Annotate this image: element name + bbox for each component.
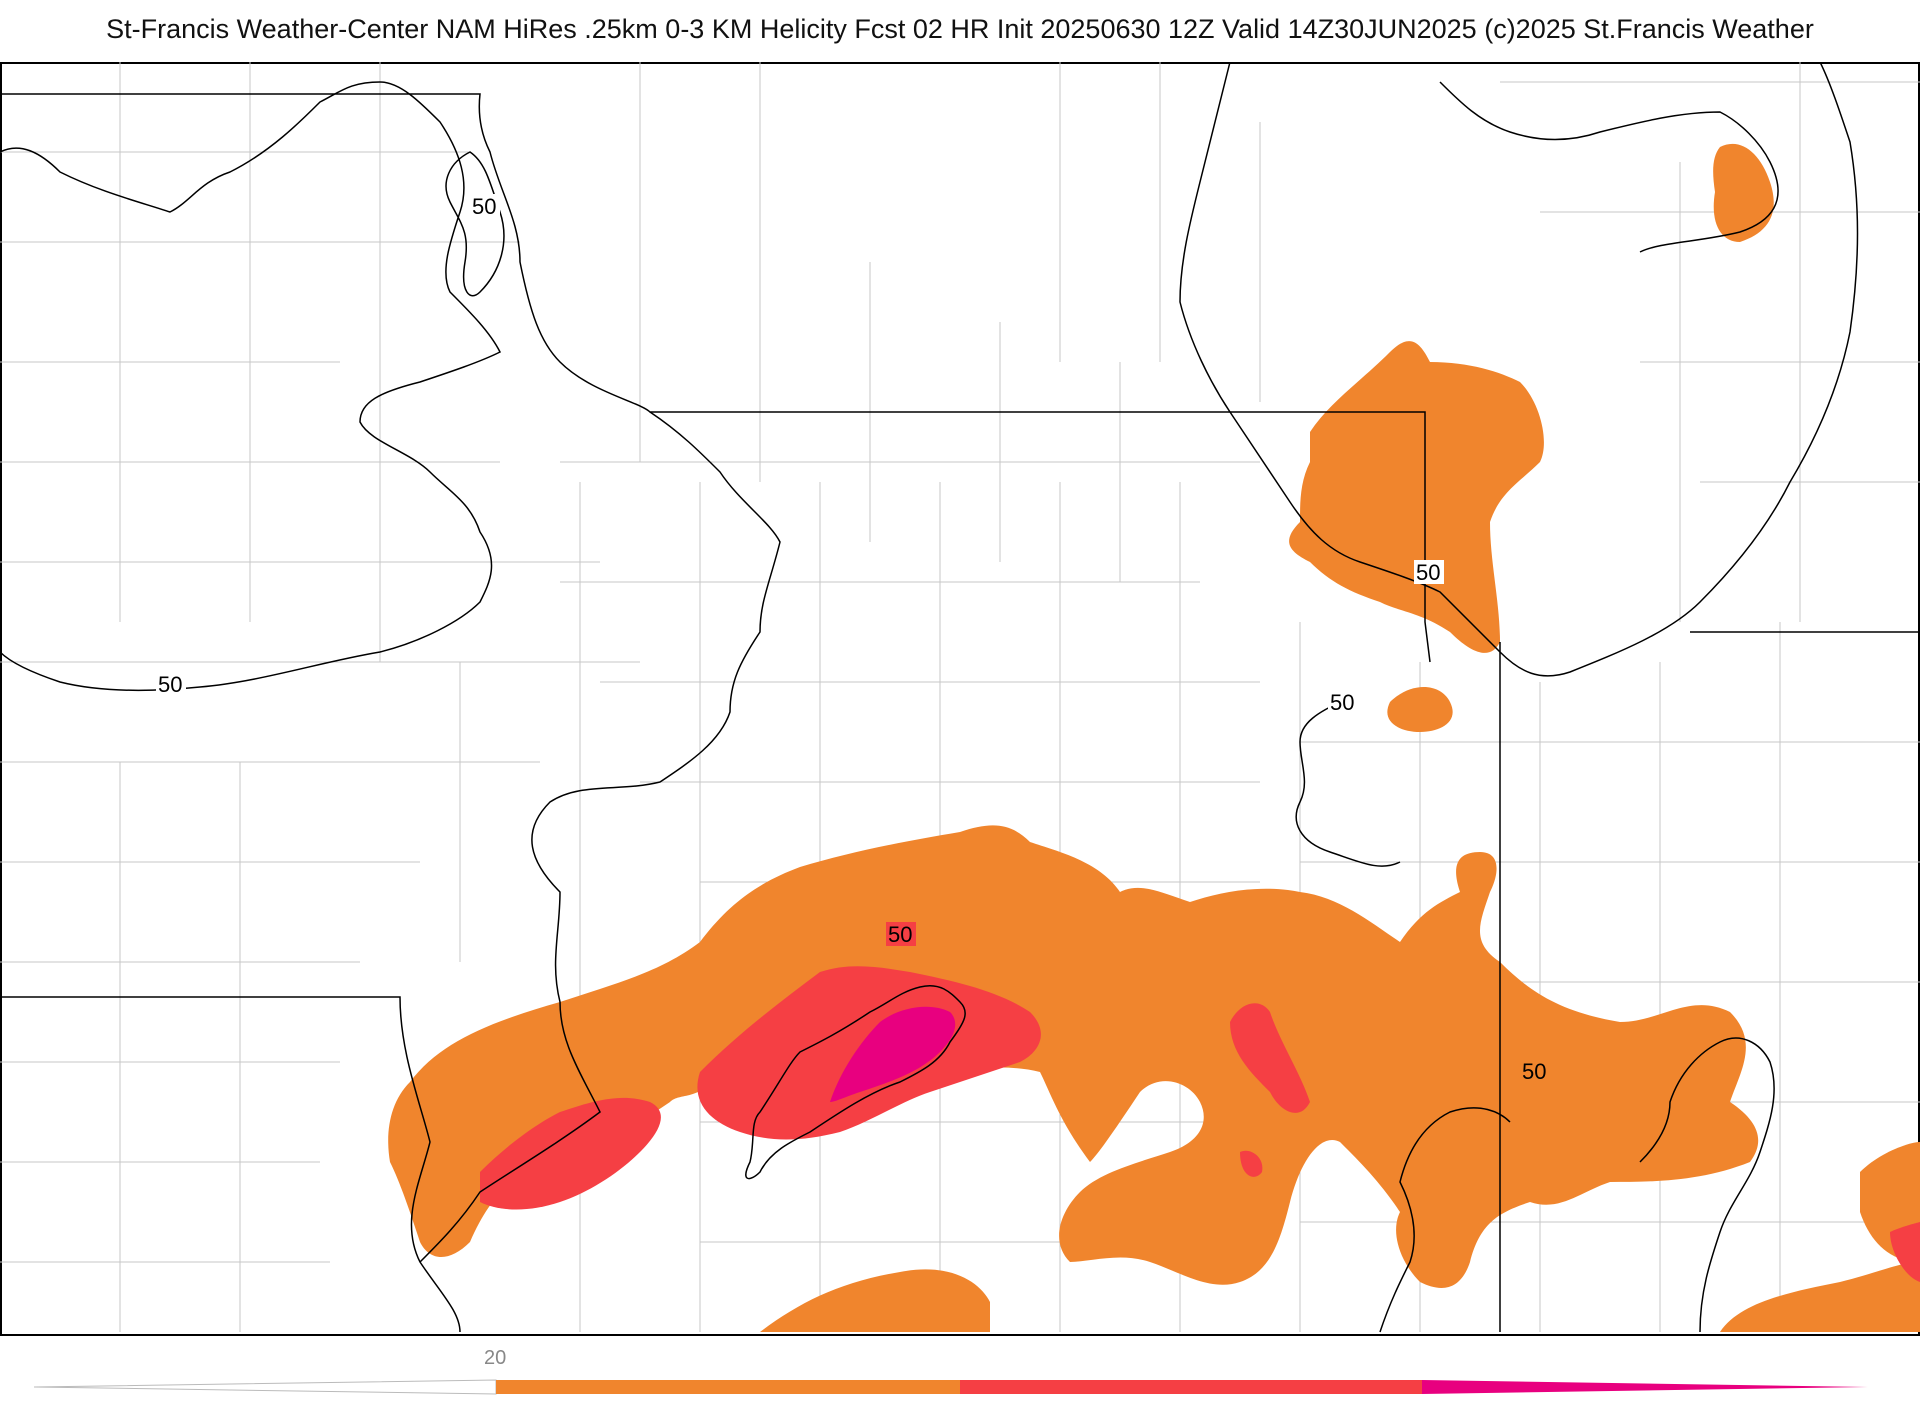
shading-level3-core bbox=[830, 1006, 956, 1102]
contour-northeast bbox=[1179, 62, 1859, 677]
shading-level1-blob bbox=[1387, 687, 1453, 732]
shading-level1-northeast bbox=[1289, 341, 1544, 653]
map-title: St-Francis Weather-Center NAM HiRes .25k… bbox=[106, 14, 1814, 44]
contour-label: 50 bbox=[158, 672, 182, 697]
contour-east bbox=[1639, 1037, 1775, 1333]
colorbar-low-end bbox=[33, 1379, 497, 1395]
shading-level1-main bbox=[388, 825, 1759, 1288]
contour-east-lower bbox=[1379, 1107, 1511, 1333]
colorbar-segment-2 bbox=[960, 1380, 1422, 1394]
contour-central-core bbox=[745, 985, 966, 1180]
contour-label: 50 bbox=[1416, 560, 1440, 585]
colorbar-segment-1 bbox=[496, 1380, 960, 1394]
contour-label: 50 bbox=[472, 194, 496, 219]
shading-level1-east bbox=[1713, 143, 1774, 242]
contour-label-group: 50 50 50 50 50 50 bbox=[156, 194, 1550, 1084]
map-area[interactable]: 50 50 50 50 50 50 bbox=[0, 62, 1920, 1336]
contour-label: 50 bbox=[1330, 690, 1354, 715]
shading-level1-south bbox=[760, 1269, 990, 1332]
shading-level1-southeast bbox=[1720, 1262, 1920, 1332]
contour-label: 50 bbox=[1522, 1059, 1546, 1084]
shading-level2-corner bbox=[1890, 1222, 1920, 1282]
contour-northeast-inner bbox=[1439, 81, 1779, 253]
colorbar: 20 bbox=[0, 1336, 1920, 1400]
colorbar-segment-3 bbox=[1422, 1380, 1868, 1394]
colorbar-tick-label: 20 bbox=[484, 1347, 506, 1369]
shading-level2-east bbox=[1230, 1003, 1310, 1113]
state-borders bbox=[0, 93, 1920, 1333]
helicity-shading bbox=[388, 143, 1920, 1332]
contour-northwest bbox=[0, 81, 502, 692]
contour-east-mid bbox=[1295, 701, 1401, 867]
shading-level2-west bbox=[480, 1097, 661, 1210]
contour-label: 50 bbox=[888, 922, 912, 947]
shading-level2-dot bbox=[1240, 1150, 1263, 1177]
